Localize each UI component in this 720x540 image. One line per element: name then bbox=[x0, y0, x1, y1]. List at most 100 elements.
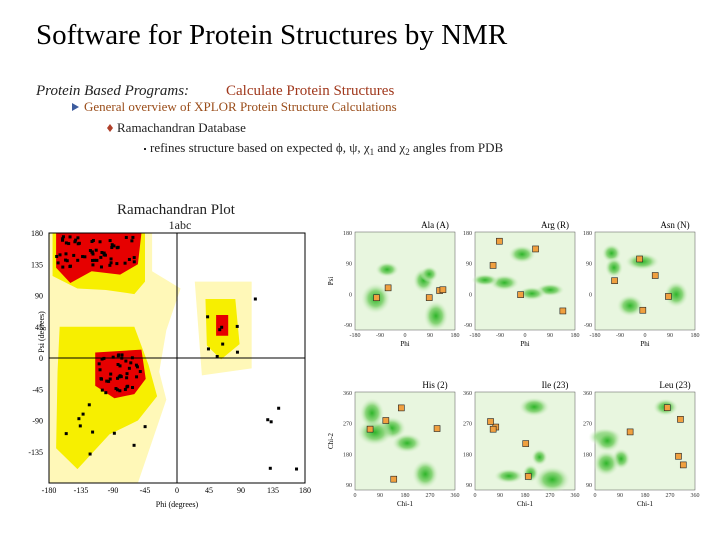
residue-point bbox=[116, 376, 120, 380]
residue-point bbox=[64, 241, 68, 245]
density-blob bbox=[593, 450, 620, 477]
residue-point bbox=[76, 258, 80, 262]
residue-point bbox=[235, 350, 239, 354]
residue-point bbox=[110, 246, 114, 250]
residue-point bbox=[123, 387, 127, 391]
rotamer-box bbox=[636, 255, 643, 263]
y-axis-label: Psi bbox=[327, 277, 335, 286]
y-tick-label: 90 bbox=[586, 483, 592, 489]
residue-point bbox=[112, 244, 116, 248]
y-tick-label: 180 bbox=[583, 231, 592, 237]
x-tick-label: 0 bbox=[175, 486, 179, 495]
y-tick-label: 180 bbox=[583, 452, 592, 458]
residue-point bbox=[124, 235, 128, 239]
residue-point bbox=[55, 254, 59, 258]
x-tick-label: 0 bbox=[404, 333, 407, 339]
residue-point bbox=[76, 236, 80, 240]
residue-point bbox=[91, 258, 95, 262]
x-axis-label: Chi-1 bbox=[637, 500, 653, 508]
density-blob bbox=[518, 286, 546, 301]
x-tick-label: 180 bbox=[401, 493, 410, 499]
x-tick-label: 360 bbox=[571, 493, 580, 499]
density-blob bbox=[604, 257, 624, 278]
residue-point bbox=[109, 261, 113, 265]
rotamer-box bbox=[366, 425, 374, 433]
x-tick-label: 180 bbox=[299, 486, 311, 495]
residue-point bbox=[64, 432, 68, 436]
residue-point bbox=[253, 297, 257, 301]
density-blob bbox=[518, 397, 550, 417]
density-blob bbox=[375, 261, 399, 278]
residue-point bbox=[220, 325, 224, 329]
residue-point bbox=[68, 235, 72, 239]
y-tick-label: 360 bbox=[583, 391, 592, 397]
x-tick-label: 0 bbox=[474, 493, 477, 499]
text-part: angles from PDB bbox=[410, 140, 504, 155]
residue-point bbox=[78, 424, 82, 428]
density-blob bbox=[508, 245, 536, 264]
x-tick-label: 90 bbox=[427, 333, 433, 339]
x-axis-label: Phi bbox=[400, 340, 409, 348]
residue-point bbox=[135, 365, 139, 369]
residue-point bbox=[61, 265, 65, 269]
x-tick-label: -90 bbox=[616, 333, 624, 339]
residue-point bbox=[58, 253, 62, 257]
x-tick-label: 180 bbox=[571, 333, 580, 339]
residue-point bbox=[109, 257, 113, 261]
x-tick-label: 90 bbox=[237, 486, 245, 495]
y-tick-label: 270 bbox=[343, 422, 352, 428]
residue-point bbox=[108, 263, 112, 267]
y-tick-label: 0 bbox=[39, 354, 43, 363]
density-blob bbox=[534, 466, 571, 494]
residue-point bbox=[206, 347, 210, 351]
y-tick-label: 90 bbox=[586, 262, 592, 268]
x-tick-label: 90 bbox=[667, 333, 673, 339]
y-tick-label: 0 bbox=[589, 292, 592, 298]
residue-point bbox=[132, 260, 136, 264]
residue-point bbox=[129, 361, 133, 365]
y-tick-label: -135 bbox=[28, 448, 43, 457]
residue-point bbox=[131, 235, 135, 239]
y-tick-label: 270 bbox=[463, 422, 472, 428]
density-blob bbox=[471, 273, 499, 287]
y-tick-label: -90 bbox=[344, 323, 352, 329]
residue-point bbox=[100, 388, 104, 392]
residue-point bbox=[114, 387, 118, 391]
bullet: General overview of XPLOR Protein Struct… bbox=[84, 99, 397, 114]
y-axis-label: Psi (degrees) bbox=[37, 311, 46, 353]
x-tick-label: 0 bbox=[354, 493, 357, 499]
rotamer-box bbox=[373, 294, 380, 302]
section-label: Protein Based Programs: bbox=[35, 83, 189, 99]
residue-point bbox=[126, 384, 130, 388]
residue-point bbox=[72, 253, 76, 257]
plot-protein: 1abc bbox=[169, 218, 192, 232]
plot-title: Ramachandran Plot bbox=[117, 202, 236, 218]
residue-point bbox=[116, 363, 120, 367]
residue-point bbox=[81, 412, 85, 416]
residue-point bbox=[68, 265, 72, 269]
residue-point bbox=[143, 425, 147, 429]
rotamer-box bbox=[665, 293, 672, 300]
panel-title: Asn (N) bbox=[660, 220, 689, 230]
residue-point bbox=[65, 259, 69, 263]
y-tick-label: 360 bbox=[343, 391, 352, 397]
residue-point bbox=[100, 250, 104, 254]
x-tick-label: 180 bbox=[641, 493, 650, 499]
density-blob bbox=[593, 429, 621, 453]
y-tick-label: 270 bbox=[583, 422, 592, 428]
rotamer-box bbox=[397, 404, 405, 412]
y-axis-label: Chi-2 bbox=[327, 433, 335, 449]
residue-point bbox=[88, 452, 92, 456]
rotamer-box bbox=[679, 461, 687, 469]
x-tick-label: 45 bbox=[205, 486, 213, 495]
x-tick-label: 135 bbox=[267, 486, 279, 495]
residue-point bbox=[111, 355, 115, 359]
residue-point bbox=[221, 342, 225, 346]
y-tick-label: -90 bbox=[584, 323, 592, 329]
x-tick-label: 90 bbox=[547, 333, 553, 339]
residue-point bbox=[118, 374, 122, 378]
residue-point bbox=[100, 357, 104, 361]
rotamer-box bbox=[433, 425, 441, 432]
x-tick-label: 270 bbox=[666, 493, 675, 499]
residue-point bbox=[91, 430, 95, 434]
